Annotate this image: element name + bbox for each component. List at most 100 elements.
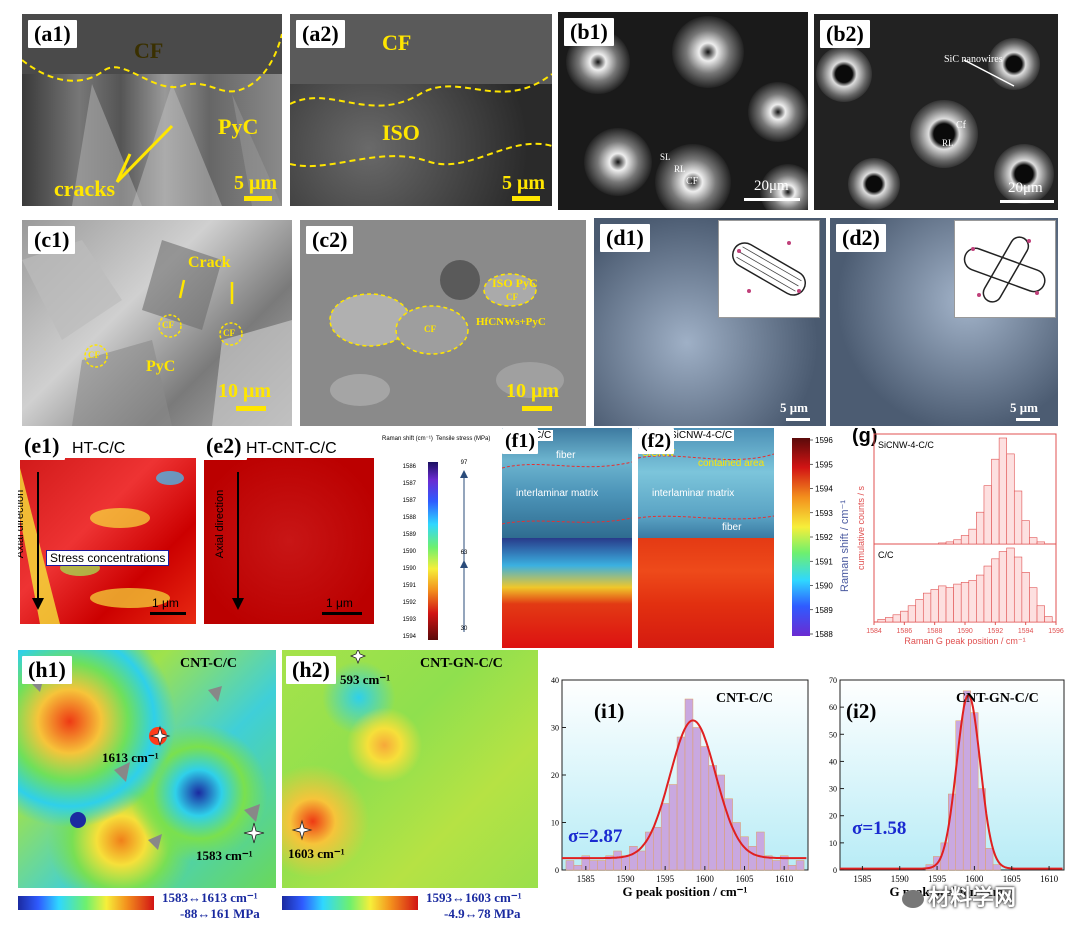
a2-scale-label: 5 μm xyxy=(502,172,545,194)
i1-xtick-label: 1585 xyxy=(577,874,596,884)
h1-marker-icon xyxy=(149,725,171,747)
f2-tag: (f2) xyxy=(638,428,674,454)
e-raman-tick: 1593 xyxy=(403,617,417,623)
e-raman-tick: 1587 xyxy=(403,498,417,504)
f-colorbar: 1596 1595 1594 1593 1592 1591 1590 1589 1588 Ram… xyxy=(792,436,851,639)
h2-peak-1: 593 cm⁻¹ xyxy=(340,672,391,687)
g-xlabel: Raman G peak position / cm⁻¹ xyxy=(904,636,1025,646)
e-colorbar-arrow-head xyxy=(460,470,468,478)
d2-scale-label: 5 μm xyxy=(1010,400,1038,415)
h1-map: CNT-C/C 1613 cm⁻¹ 1583 cm⁻¹ xyxy=(18,650,276,888)
i2-xtick-label: 1605 xyxy=(1003,874,1022,884)
b1-scale-bar xyxy=(744,198,800,201)
e-raman-tick: 1590 xyxy=(403,549,417,555)
h1-tag: (h1) xyxy=(22,656,72,684)
f2-title: SiCNW-4-C/C xyxy=(668,430,735,441)
c1-tag: (c1) xyxy=(28,226,76,254)
g-bar xyxy=(1013,490,1023,545)
e-colorbar-gradient xyxy=(428,462,438,640)
i1-fit-curve xyxy=(562,719,807,860)
h2-marker-icon xyxy=(349,650,367,665)
i1-bar xyxy=(565,860,575,871)
d1-tag: (d1) xyxy=(600,224,650,252)
i1-bar xyxy=(772,860,781,871)
panel-a2: (a2) CF ISO 5 μm xyxy=(290,14,552,206)
c2-hfc-label: HfCNWs+PyC xyxy=(476,316,546,328)
g-bar xyxy=(915,599,924,623)
i2-ytick-label: 10 xyxy=(829,839,837,848)
g-bar xyxy=(1013,556,1023,623)
c2-iso-pyc-label: ISO PyC xyxy=(492,276,538,290)
i1-bar xyxy=(692,727,702,871)
chart-g: (g) SiCNW-4-C/C C/C 1584 1586 1588 1590 1592 159… xyxy=(852,428,1064,646)
a1-scale-label: 5 μm xyxy=(234,172,277,194)
e1-title: HT-C/C xyxy=(72,440,126,457)
h2-peak-2: 1603 cm⁻¹ xyxy=(288,846,345,861)
i1-title: CNT-C/C xyxy=(716,691,773,706)
h2-title: CNT-GN-C/C xyxy=(420,656,503,671)
g-bar xyxy=(991,458,1000,545)
d1-scale-bar xyxy=(786,418,810,421)
i1-ytick-label: 20 xyxy=(551,771,559,780)
i2-fit-curve xyxy=(840,693,1063,870)
b2-tag: (b2) xyxy=(820,20,870,48)
i1-tag: (i1) xyxy=(594,699,624,723)
i2-ytick-label: 40 xyxy=(829,757,837,766)
c2-micrograph xyxy=(329,260,564,406)
f1-title: C/C xyxy=(532,430,554,441)
h2-map: CNT-GN-C/C 593 cm⁻¹ 1603 cm⁻¹ xyxy=(282,650,538,888)
e-raman-tick: 1591 xyxy=(403,583,417,589)
i1-bar xyxy=(756,831,765,871)
g-xtick-label: 1596 xyxy=(1048,628,1064,635)
a2-cf-label: CF xyxy=(382,30,412,55)
g-bar xyxy=(938,542,947,545)
g-ylabel: cumulative counts / s xyxy=(856,485,866,570)
e1-tag: (e1) xyxy=(18,432,66,460)
panel-a1: (a1) CF PyC cracks 5 μm xyxy=(22,14,282,206)
g-bar xyxy=(953,539,962,545)
e1-stress-label: Stress concentrations xyxy=(46,550,170,566)
g-bar xyxy=(1036,541,1045,545)
f-tick-label: 1594 xyxy=(815,485,833,494)
i1-sigma-label: σ=2.87 xyxy=(568,826,623,847)
g-bar xyxy=(1036,605,1045,623)
h2-colorbar xyxy=(282,896,418,910)
g-xtick-label: 1590 xyxy=(957,628,973,635)
g-bar xyxy=(1029,587,1038,623)
f2-raman-map xyxy=(638,538,774,648)
e-stress-tick: 97 xyxy=(461,460,468,466)
i1-xtick-label: 1605 xyxy=(736,874,755,884)
f-colorbar-ticks: 1596 1595 1594 1593 1592 1591 1590 1589 1588 xyxy=(810,436,833,639)
i1-bar xyxy=(660,803,670,871)
e-raman-tick: 1588 xyxy=(403,515,417,521)
d2-tag: (d2) xyxy=(836,224,886,252)
e1-axial-arrow-icon xyxy=(32,472,44,610)
g-tag: (g) xyxy=(852,428,878,447)
i2-xtick-label: 1600 xyxy=(965,874,984,884)
f-tick-label: 1588 xyxy=(815,630,833,639)
i1-xtick-label: 1595 xyxy=(656,874,675,884)
c1-cf2-label: CF xyxy=(162,320,174,330)
e1-scale-bar xyxy=(150,612,186,615)
g-bar xyxy=(877,618,886,623)
a1-scale-bar xyxy=(244,196,272,201)
f-tick-label: 1590 xyxy=(815,582,833,591)
i1-xtick-label: 1600 xyxy=(696,874,715,884)
h1-colorbar xyxy=(18,896,154,910)
i1-bar xyxy=(795,860,805,871)
g-bar xyxy=(907,605,917,623)
g-bar xyxy=(930,589,939,623)
c1-scale-label: 10 μm xyxy=(218,380,271,402)
panel-b2: (b2) SiC nanowires Cf RL 20μm xyxy=(814,14,1058,210)
e-colorbar-arrow-head-mid xyxy=(460,560,468,568)
c1-crack-label: Crack xyxy=(188,254,231,271)
h1-title: CNT-C/C xyxy=(180,656,238,671)
i1-bar xyxy=(708,765,717,871)
i2-xtick-label: 1585 xyxy=(853,874,872,884)
d2-scale-bar xyxy=(1016,418,1040,421)
a1-cracks-label: cracks xyxy=(54,176,116,201)
g-bar xyxy=(1021,520,1030,545)
panel-h2: CNT-GN-C/C 593 cm⁻¹ 1603 cm⁻¹ 1593↔1603 … xyxy=(282,650,538,922)
f-colorbar-label: Raman shift / cm⁻¹ xyxy=(839,500,851,592)
